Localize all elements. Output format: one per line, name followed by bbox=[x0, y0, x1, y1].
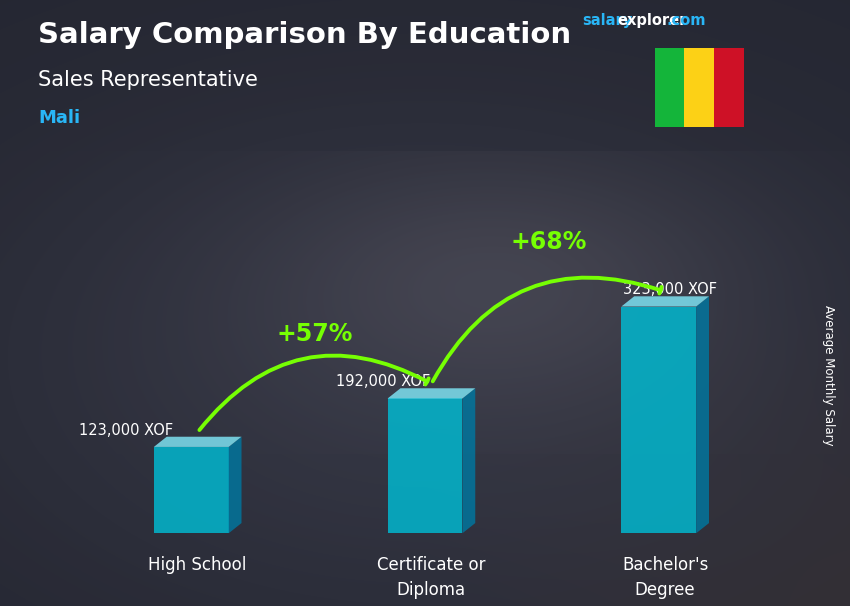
Text: +57%: +57% bbox=[276, 322, 353, 346]
Polygon shape bbox=[462, 388, 475, 533]
Text: Salary Comparison By Education: Salary Comparison By Education bbox=[38, 21, 571, 49]
Polygon shape bbox=[229, 437, 241, 533]
Text: salary: salary bbox=[582, 13, 632, 28]
Polygon shape bbox=[388, 388, 475, 399]
Bar bbox=[654, 48, 684, 127]
Polygon shape bbox=[621, 296, 709, 307]
Text: 192,000 XOF: 192,000 XOF bbox=[336, 375, 430, 390]
Polygon shape bbox=[154, 447, 229, 533]
Text: Certificate or
Diploma: Certificate or Diploma bbox=[377, 556, 485, 599]
Text: Average Monthly Salary: Average Monthly Salary bbox=[822, 305, 836, 446]
Bar bbox=[684, 48, 714, 127]
Text: High School: High School bbox=[149, 556, 246, 574]
Polygon shape bbox=[696, 296, 709, 533]
Text: Bachelor's
Degree: Bachelor's Degree bbox=[622, 556, 708, 599]
Text: 123,000 XOF: 123,000 XOF bbox=[79, 423, 173, 438]
Text: Sales Representative: Sales Representative bbox=[38, 70, 258, 90]
Polygon shape bbox=[621, 307, 696, 533]
Polygon shape bbox=[388, 399, 462, 533]
Polygon shape bbox=[154, 437, 241, 447]
Text: Mali: Mali bbox=[38, 109, 81, 127]
Bar bbox=[714, 48, 744, 127]
Text: 323,000 XOF: 323,000 XOF bbox=[623, 282, 717, 298]
Text: explorer: explorer bbox=[617, 13, 687, 28]
Text: +68%: +68% bbox=[510, 230, 586, 254]
Text: .com: .com bbox=[666, 13, 705, 28]
